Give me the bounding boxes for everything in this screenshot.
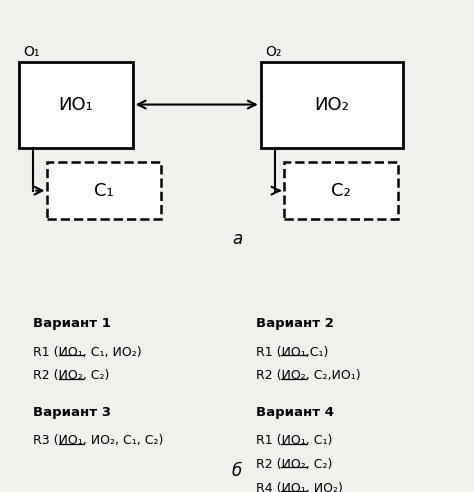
Text: Вариант 1: Вариант 1 [33, 317, 111, 330]
Text: R2 (ИО₂, C₂): R2 (ИО₂, C₂) [33, 369, 109, 382]
Text: R4 (ИО₁, ИО₂): R4 (ИО₁, ИО₂) [256, 482, 343, 492]
Text: R1 (ИО₁, C₁, ИО₂): R1 (ИО₁, C₁, ИО₂) [33, 346, 142, 359]
Text: R1 (ИО₁: R1 (ИО₁ [256, 346, 306, 359]
Text: R3 (ИО₁, ИО₂, C₁, C₂): R3 (ИО₁, ИО₂, C₁, C₂) [33, 434, 164, 447]
Text: R2 (: R2 ( [33, 369, 59, 382]
Text: б: б [232, 461, 242, 480]
Text: R2 (: R2 ( [256, 369, 282, 382]
Text: R1 (ИО₁,C₁): R1 (ИО₁,C₁) [256, 346, 328, 359]
Bar [261, 62, 403, 148]
Text: R2 (ИО₂, C₂,ИО₁): R2 (ИО₂, C₂,ИО₁) [256, 369, 361, 382]
Bar [19, 62, 133, 148]
Text: R3 (ИО₁: R3 (ИО₁ [33, 434, 83, 447]
Text: R2 (ИО₂, C₂): R2 (ИО₂, C₂) [256, 458, 332, 471]
Text: R4 (: R4 ( [256, 482, 282, 492]
Text: Вариант 2: Вариант 2 [256, 317, 334, 330]
Bar [284, 162, 398, 219]
Text: R2 (ИО₂: R2 (ИО₂ [256, 369, 306, 382]
Text: R4 (ИО₁: R4 (ИО₁ [256, 482, 306, 492]
Text: R1 (ИО₁, C₁): R1 (ИО₁, C₁) [256, 434, 332, 447]
Text: R1 (: R1 ( [256, 346, 282, 359]
Text: R1 (: R1 ( [256, 434, 282, 447]
Text: R2 (ИО₂: R2 (ИО₂ [256, 458, 306, 471]
Text: R1 (: R1 ( [33, 346, 59, 359]
Text: Вариант 4: Вариант 4 [256, 406, 334, 419]
Text: R3 (: R3 ( [33, 434, 59, 447]
Text: С₂: С₂ [331, 182, 351, 200]
Text: R1 (ИО₁: R1 (ИО₁ [33, 346, 83, 359]
Text: ИО₂: ИО₂ [314, 95, 349, 114]
Bar [47, 162, 161, 219]
Text: R1 (ИО₁: R1 (ИО₁ [256, 434, 306, 447]
Text: R2 (: R2 ( [256, 458, 282, 471]
Text: С₁: С₁ [94, 182, 114, 200]
Text: О₂: О₂ [265, 45, 282, 59]
Text: а: а [232, 230, 242, 247]
Text: Вариант 3: Вариант 3 [33, 406, 111, 419]
Text: О₁: О₁ [24, 45, 40, 59]
Text: R2 (ИО₂: R2 (ИО₂ [33, 369, 83, 382]
Text: ИО₁: ИО₁ [58, 95, 93, 114]
